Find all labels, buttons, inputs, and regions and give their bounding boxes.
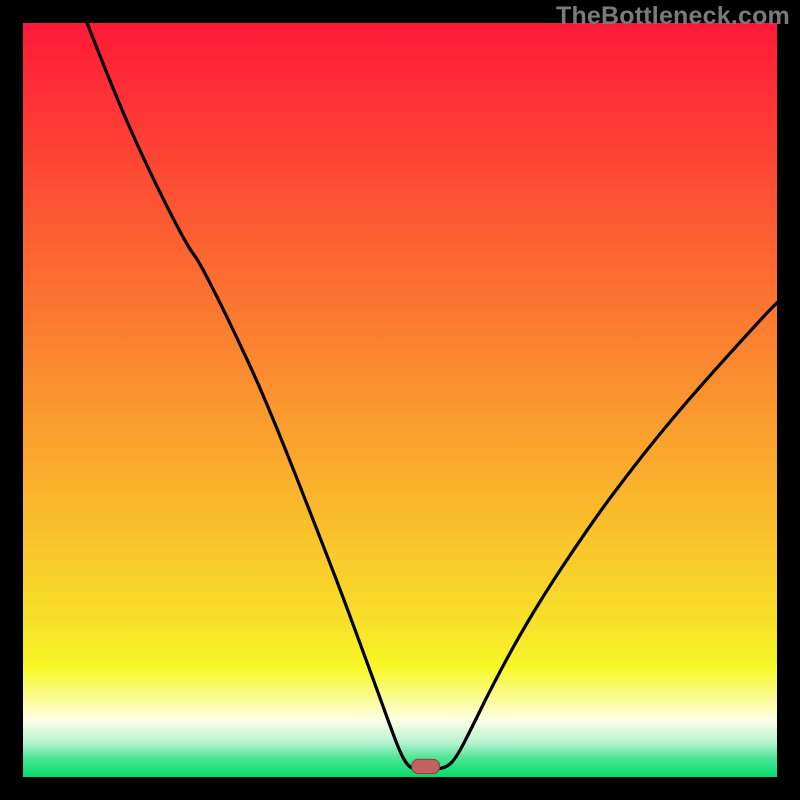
watermark-text: TheBottleneck.com — [556, 2, 790, 31]
bottleneck-chart — [0, 0, 800, 800]
chart-frame: TheBottleneck.com — [0, 0, 800, 800]
